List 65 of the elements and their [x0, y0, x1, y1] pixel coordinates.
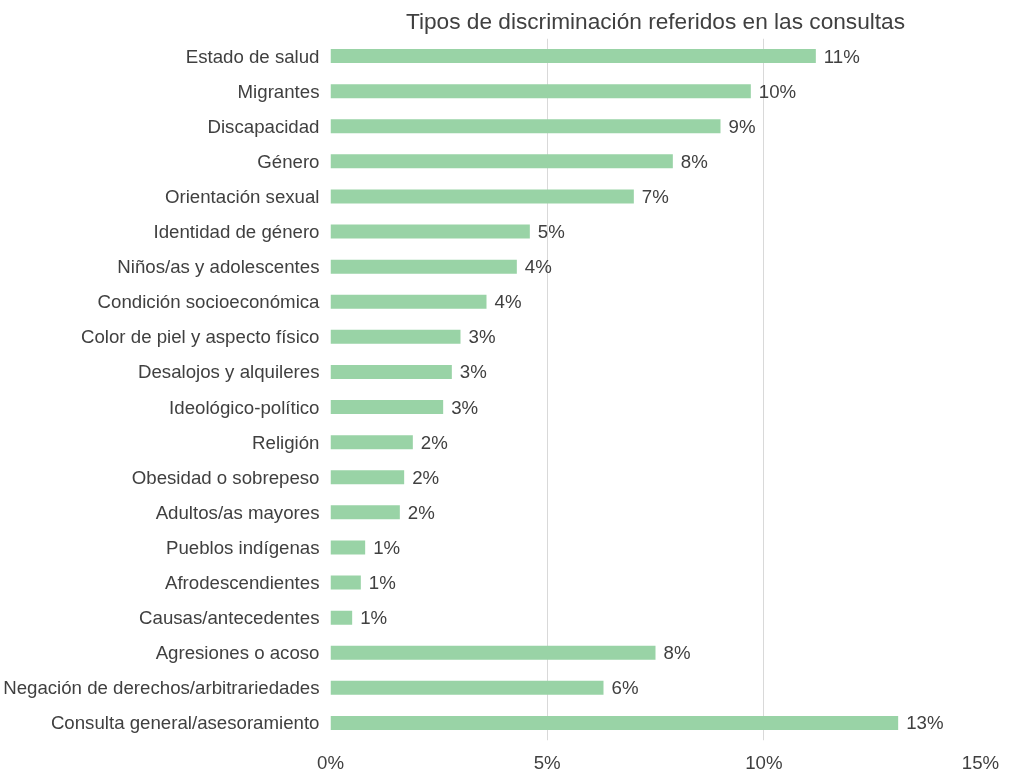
- bar: [330, 84, 751, 99]
- y-tick-label: Identidad de género: [153, 221, 320, 243]
- bar: [330, 540, 366, 555]
- bar: [330, 575, 361, 590]
- bar: [330, 470, 405, 485]
- data-label: 7%: [641, 185, 669, 207]
- bar: [330, 119, 721, 134]
- y-tick-label: Consulta general/asesoramiento: [50, 712, 320, 734]
- x-tick-label: 0%: [317, 751, 344, 773]
- data-label: 6%: [611, 677, 639, 699]
- y-tick-label: Afrodescendientes: [164, 572, 320, 594]
- data-label: 3%: [451, 396, 479, 418]
- bar: [330, 505, 400, 520]
- y-tick-label: Niños/as y adolescentes: [117, 256, 320, 278]
- y-tick-label: Pueblos indígenas: [165, 536, 320, 558]
- y-tick-label: Género: [257, 150, 320, 172]
- data-label: 10%: [758, 80, 797, 102]
- y-tick-label: Adultos/as mayores: [155, 501, 320, 523]
- data-label: 9%: [728, 115, 756, 137]
- data-label: 4%: [524, 256, 552, 278]
- y-tick-label: Discapacidad: [207, 115, 320, 137]
- data-label: 3%: [468, 326, 496, 348]
- y-tick-label: Negación de derechos/arbitrariedades: [3, 677, 320, 699]
- y-tick-label: Obesidad o sobrepeso: [131, 466, 320, 488]
- y-tick-label: Desalojos y alquileres: [138, 361, 320, 383]
- x-tick-label: 5%: [533, 751, 561, 773]
- bar: [330, 224, 530, 239]
- y-tick-label: Color de piel y aspecto físico: [81, 326, 320, 348]
- bar: [330, 49, 816, 64]
- data-label: 1%: [360, 607, 388, 629]
- data-label: 8%: [663, 642, 691, 664]
- x-tick-label: 15%: [961, 751, 1000, 773]
- data-label: 2%: [407, 501, 435, 523]
- data-label: 2%: [420, 431, 448, 453]
- bar: [330, 680, 604, 695]
- y-tick-label: Migrantes: [237, 80, 320, 102]
- bar: [330, 154, 673, 169]
- y-tick-label: Estado de salud: [185, 45, 320, 67]
- y-tick-label: Agresiones o acoso: [155, 642, 320, 664]
- data-label: 11%: [823, 45, 860, 67]
- data-label: 5%: [537, 221, 565, 243]
- data-label: 1%: [373, 536, 401, 558]
- data-label: 8%: [680, 150, 708, 172]
- data-label: 3%: [459, 361, 487, 383]
- data-label: 4%: [494, 291, 522, 313]
- bar: [330, 435, 413, 450]
- y-tick-label: Condición socioeconómica: [97, 291, 321, 313]
- bar: [330, 715, 899, 730]
- bar: [330, 189, 634, 204]
- y-tick-label: Causas/antecedentes: [139, 607, 320, 629]
- y-tick-label: Religión: [252, 431, 320, 453]
- bar: [330, 400, 444, 415]
- bar: [330, 294, 487, 309]
- data-label: 2%: [412, 466, 440, 488]
- bar: [330, 329, 461, 344]
- bar: [330, 645, 656, 660]
- bar: [330, 259, 517, 274]
- bar: [330, 610, 353, 625]
- x-tick-label: 10%: [745, 751, 783, 773]
- y-tick-label: Orientación sexual: [164, 185, 320, 207]
- data-label: 1%: [368, 572, 396, 594]
- chart-title: Tipos de discriminación referidos en las consultas: [405, 7, 906, 34]
- bar: [330, 364, 452, 379]
- data-label: 13%: [906, 712, 944, 734]
- y-tick-label: Ideológico-político: [169, 396, 320, 418]
